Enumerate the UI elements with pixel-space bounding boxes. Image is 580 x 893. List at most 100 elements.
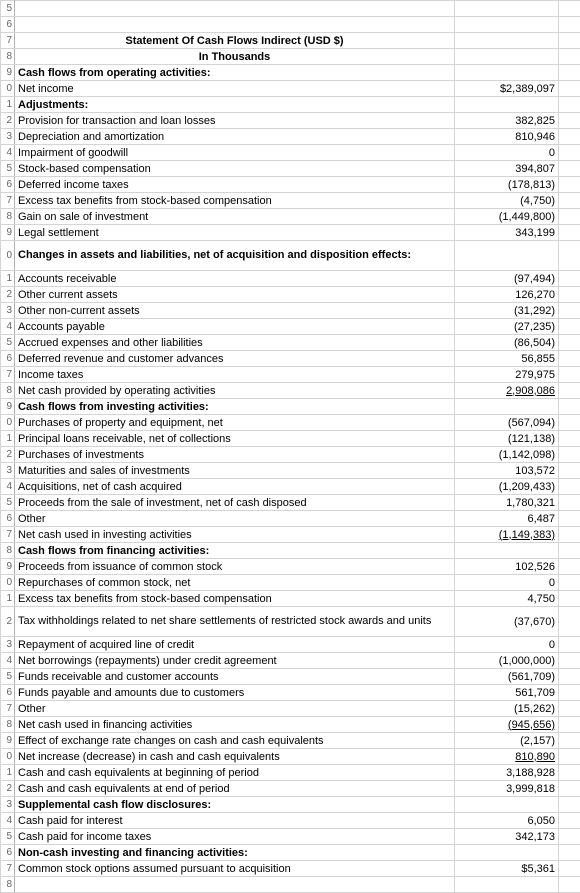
cell-label [15, 17, 455, 33]
table-row: 7Common stock options assumed pursuant t… [1, 861, 580, 877]
cell-value: (1,149,383) [455, 527, 559, 543]
table-row: 1Excess tax benefits from stock-based co… [1, 591, 580, 607]
cell-extra [559, 129, 580, 145]
cell-extra [559, 845, 580, 861]
cell-value: 2,908,086 [455, 383, 559, 399]
row-number: 8 [1, 717, 15, 733]
cell-label: Net cash provided by operating activitie… [15, 383, 455, 399]
row-number: 8 [1, 383, 15, 399]
table-row: 5Cash paid for income taxes342,173 [1, 829, 580, 845]
cell-extra [559, 877, 580, 893]
cell-label: Common stock options assumed pursuant to… [15, 861, 455, 877]
cell-extra [559, 607, 580, 637]
cell-value: 1,780,321 [455, 495, 559, 511]
cell-label: Other current assets [15, 287, 455, 303]
cell-extra [559, 527, 580, 543]
table-row: 0Repurchases of common stock, net0 [1, 575, 580, 591]
cell-label: Cash and cash equivalents at end of peri… [15, 781, 455, 797]
table-row: 2Cash and cash equivalents at end of per… [1, 781, 580, 797]
table-row: 1Principal loans receivable, net of coll… [1, 431, 580, 447]
row-number: 3 [1, 129, 15, 145]
cell-extra [559, 113, 580, 129]
cell-value: 102,526 [455, 559, 559, 575]
cell-label: Net borrowings (repayments) under credit… [15, 653, 455, 669]
row-number: 3 [1, 797, 15, 813]
cell-extra [559, 575, 580, 591]
table-row: 4Net borrowings (repayments) under credi… [1, 653, 580, 669]
cell-value: 3,188,928 [455, 765, 559, 781]
cell-value: (97,494) [455, 271, 559, 287]
row-number: 3 [1, 637, 15, 653]
table-row: 9Cash flows from investing activities: [1, 399, 580, 415]
cell-label [15, 877, 455, 893]
cell-label [15, 1, 455, 17]
cell-label: Other [15, 701, 455, 717]
cell-value: 382,825 [455, 113, 559, 129]
cell-extra [559, 209, 580, 225]
cell-label: Excess tax benefits from stock-based com… [15, 591, 455, 607]
row-number: 6 [1, 351, 15, 367]
table-row: 9Effect of exchange rate changes on cash… [1, 733, 580, 749]
cell-label: Tax withholdings related to net share se… [15, 607, 455, 637]
cell-extra [559, 241, 580, 271]
row-number: 1 [1, 591, 15, 607]
cell-value [455, 797, 559, 813]
cell-extra [559, 303, 580, 319]
cell-extra [559, 765, 580, 781]
cell-value: 3,999,818 [455, 781, 559, 797]
cell-extra [559, 33, 580, 49]
cell-value: (1,000,000) [455, 653, 559, 669]
row-number: 5 [1, 829, 15, 845]
table-row: 6Deferred income taxes(178,813) [1, 177, 580, 193]
cell-extra [559, 669, 580, 685]
cell-label: Changes in assets and liabilities, net o… [15, 241, 455, 271]
table-row: 2Other current assets126,270 [1, 287, 580, 303]
cell-value [455, 543, 559, 559]
row-number: 7 [1, 527, 15, 543]
cell-label: Deferred revenue and customer advances [15, 351, 455, 367]
cell-extra [559, 49, 580, 65]
cell-value: (86,504) [455, 335, 559, 351]
row-number: 2 [1, 781, 15, 797]
cell-label: Provision for transaction and loan losse… [15, 113, 455, 129]
table-row: 8Net cash used in financing activities(9… [1, 717, 580, 733]
cell-label: Cash and cash equivalents at beginning o… [15, 765, 455, 781]
cell-value: 0 [455, 575, 559, 591]
row-number: 4 [1, 319, 15, 335]
table-row: 7Income taxes279,975 [1, 367, 580, 383]
cashflow-table: 567Statement Of Cash Flows Indirect (USD… [0, 0, 580, 893]
cell-label: Accounts receivable [15, 271, 455, 287]
cell-label: Proceeds from the sale of investment, ne… [15, 495, 455, 511]
cell-extra [559, 319, 580, 335]
row-number: 7 [1, 33, 15, 49]
cell-extra [559, 559, 580, 575]
cell-label: Effect of exchange rate changes on cash … [15, 733, 455, 749]
row-number: 0 [1, 749, 15, 765]
row-number: 1 [1, 97, 15, 113]
table-row: 7Statement Of Cash Flows Indirect (USD $… [1, 33, 580, 49]
table-row: 6Non-cash investing and financing activi… [1, 845, 580, 861]
cell-extra [559, 81, 580, 97]
row-number: 9 [1, 225, 15, 241]
table-row: 9Proceeds from issuance of common stock1… [1, 559, 580, 575]
cell-label: Net cash used in investing activities [15, 527, 455, 543]
row-number: 8 [1, 49, 15, 65]
cell-extra [559, 335, 580, 351]
table-row: 7Net cash used in investing activities(1… [1, 527, 580, 543]
cell-extra [559, 287, 580, 303]
cell-value: (1,142,098) [455, 447, 559, 463]
table-row: 3Maturities and sales of investments103,… [1, 463, 580, 479]
cell-label: Accounts payable [15, 319, 455, 335]
table-row: 3Depreciation and amortization810,946 [1, 129, 580, 145]
cell-extra [559, 813, 580, 829]
cell-label: Statement Of Cash Flows Indirect (USD $) [15, 33, 455, 49]
cell-value [455, 49, 559, 65]
cell-value: 6,050 [455, 813, 559, 829]
cell-extra [559, 431, 580, 447]
cell-extra [559, 415, 580, 431]
cell-extra [559, 367, 580, 383]
cell-value: 810,890 [455, 749, 559, 765]
row-number: 6 [1, 17, 15, 33]
cell-value: (567,094) [455, 415, 559, 431]
table-row: 8Net cash provided by operating activiti… [1, 383, 580, 399]
